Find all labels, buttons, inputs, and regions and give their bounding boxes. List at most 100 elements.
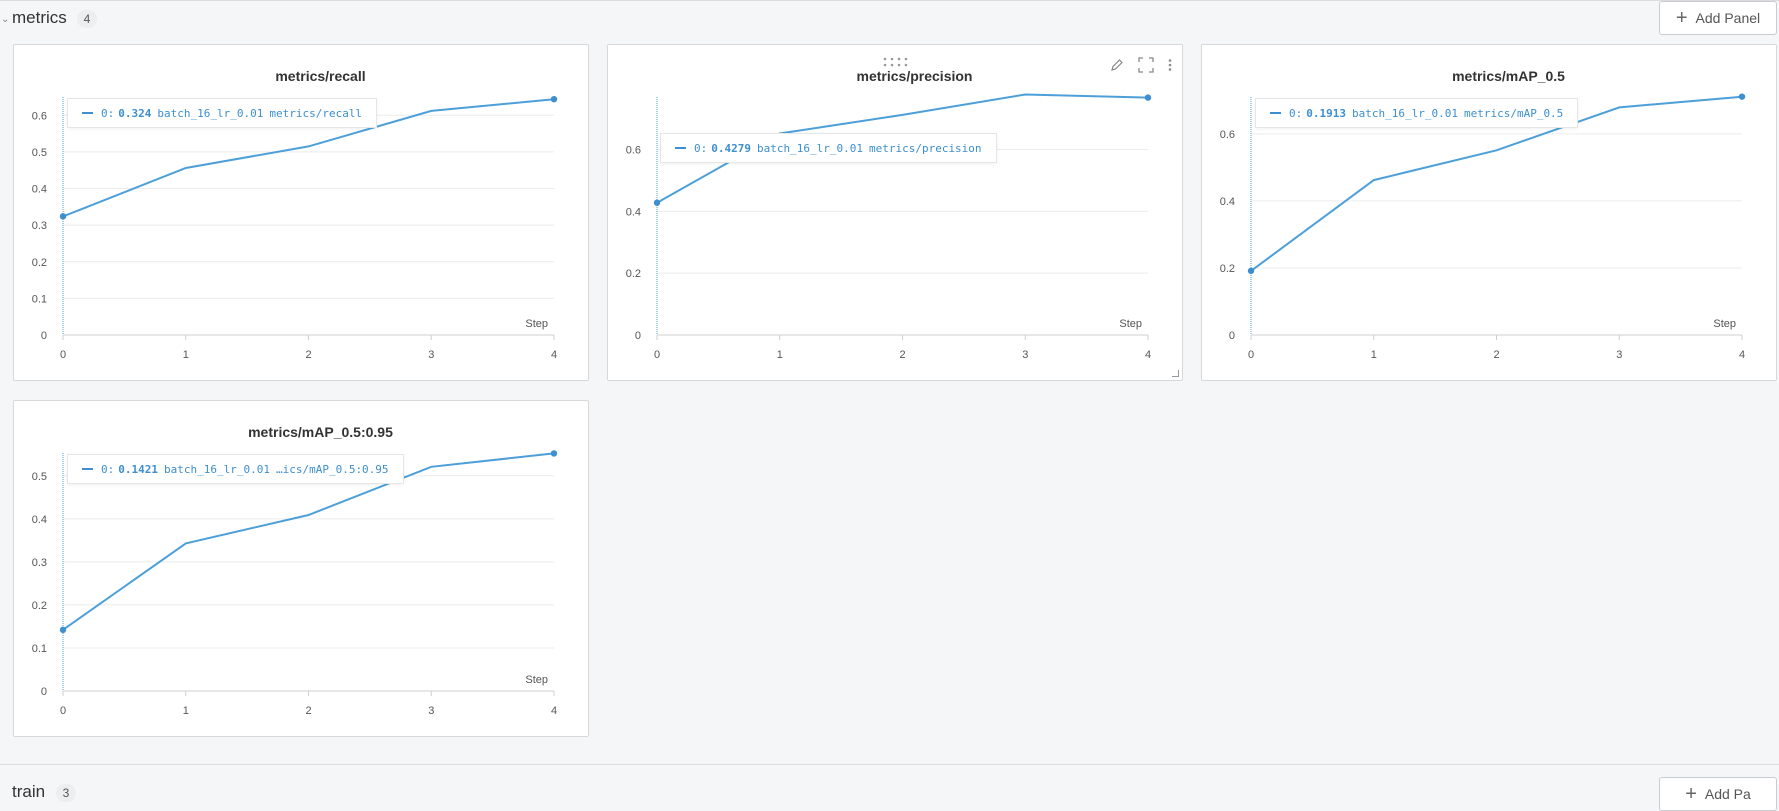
tooltip-value: 0.4279 [711,141,751,155]
y-tick-label: 0.4 [1220,196,1235,208]
hover-tooltip: 0: 0.1913 batch_16_lr_0.01 metrics/mAP_0… [1255,98,1579,128]
y-tick-label: 0 [1229,330,1235,342]
x-tick-label: 3 [428,705,434,717]
chart-panel-recall[interactable]: metrics/recall 0 0.1 0.2 0.3 0.4 0.5 0.6 0 1 2 3 4 St… [13,44,589,381]
add-panel-label: Add Panel [1695,10,1761,26]
panel-toolbar [1110,57,1172,73]
x-tick-label: 2 [899,349,905,361]
collapse-chevron-icon[interactable]: ⌄ [1,14,10,25]
section-count-badge-train: 3 [56,784,76,802]
add-panel-button[interactable]: + Add Panel [1659,1,1777,35]
line-chart: metrics/precision 0 0.2 0.4 0.6 0 1 2 3 4 Step [626,68,1152,361]
add-panel-label: Add Pa [1704,786,1751,802]
section-title[interactable]: metrics [12,8,67,27]
data-point-last [1144,94,1152,101]
tooltip-value: 0.1421 [118,462,158,476]
x-axis-label: Step [525,674,548,686]
series-swatch [82,112,93,114]
tooltip-metric: metrics/recall [269,106,363,120]
x-tick-label: 0 [1248,349,1254,361]
drag-handle-icon[interactable] [882,57,910,67]
y-tick-label: 0.1 [32,293,47,305]
x-tick-label: 2 [1493,349,1499,361]
x-tick-label: 3 [428,349,434,361]
tooltip-run: batch_16_lr_0.01 [157,106,264,120]
y-tick-label: 0.2 [32,257,47,269]
x-tick-label: 4 [1739,349,1745,361]
pencil-icon[interactable] [1110,58,1124,72]
y-tick-label: 0.2 [1220,263,1235,275]
tooltip-index: 0: [101,462,115,476]
data-point-last [550,95,558,103]
x-tick-label: 1 [183,705,189,717]
tooltip-run: batch_16_lr_0.01 [757,141,863,155]
x-tick-label: 0 [60,349,66,361]
tooltip-index: 0: [101,106,115,120]
data-point-hover [653,199,661,206]
y-tick-label: 0 [41,686,47,698]
tooltip-metric: metrics/precision [868,141,982,155]
x-tick-label: 1 [183,349,189,361]
tooltip-index: 0: [1289,106,1303,120]
chart-panel-precision[interactable]: metrics/precision 0 0.2 0.4 0.6 0 1 2 3 4 Step 0: … [607,44,1183,381]
section-count-badge: 4 [77,10,97,28]
tooltip-run: batch_16_lr_0.01 [1352,106,1458,120]
y-tick-label: 0.5 [32,471,47,483]
y-tick-label: 0.4 [32,184,47,196]
hover-tooltip: 0: 0.324 batch_16_lr_0.01 metrics/recall [67,98,378,128]
x-tick-label: 0 [654,349,660,361]
chart-panel-map05[interactable]: metrics/mAP_0.5 0 0.2 0.4 0.6 0 1 2 3 4 Step 0: 0.… [1201,44,1777,381]
kebab-menu-icon[interactable] [1168,58,1172,72]
x-axis-label: Step [1119,318,1142,330]
fullscreen-icon[interactable] [1138,57,1154,73]
chart-title: metrics/precision [857,68,973,84]
tooltip-index: 0: [694,141,708,155]
x-tick-label: 3 [1616,349,1622,361]
tooltip-value: 0.324 [118,106,152,120]
series-swatch [82,468,93,470]
y-tick-label: 0.4 [626,206,641,218]
y-tick-label: 0.4 [32,514,47,526]
chart-title: metrics/mAP_0.5 [1452,68,1565,84]
line-chart: metrics/recall 0 0.1 0.2 0.3 0.4 0.5 0.6 0 1 2 3 4 St… [32,68,558,361]
hover-tooltip: 0: 0.1421 batch_16_lr_0.01 …ics/mAP_0.5:… [67,454,404,484]
top-divider [0,0,1779,1]
chart-panel-map0595[interactable]: metrics/mAP_0.5:0.95 0 0.1 0.2 0.3 0.4 0.5 0 1 2 3… [13,400,589,737]
x-axis-label: Step [1713,318,1736,330]
y-tick-label: 0.6 [1220,129,1235,141]
plus-icon: + [1675,7,1688,29]
x-tick-label: 4 [1145,349,1151,361]
y-tick-label: 0.3 [32,557,47,569]
tooltip-metric: …ics/mAP_0.5:0.95 [275,462,389,476]
section-title-train[interactable]: train [12,782,46,801]
data-point-last [1738,93,1746,100]
data-point-last [550,450,558,457]
add-panel-button-train[interactable]: + Add Pa [1659,777,1777,811]
section-header-metrics: ⌄ metrics 4 [0,0,1779,36]
y-tick-label: 0.2 [32,600,47,612]
x-tick-label: 2 [305,349,311,361]
line-chart: metrics/mAP_0.5:0.95 0 0.1 0.2 0.3 0.4 0.5 0 1 2 3… [32,424,558,717]
section-divider [0,764,1779,765]
tooltip-run: batch_16_lr_0.01 [164,462,270,476]
series-line [62,98,555,218]
y-tick-label: 0.6 [626,145,641,157]
hover-tooltip: 0: 0.4279 batch_16_lr_0.01 metrics/preci… [660,133,997,163]
y-tick-label: 0 [41,330,47,342]
x-tick-label: 1 [777,349,783,361]
x-tick-label: 4 [551,705,557,717]
line-chart: metrics/mAP_0.5 0 0.2 0.4 0.6 0 1 2 3 4 Step [1220,68,1746,361]
x-tick-label: 0 [60,705,66,717]
x-tick-label: 4 [551,349,557,361]
x-tick-label: 2 [305,705,311,717]
x-tick-label: 1 [1371,349,1377,361]
chart-title: metrics/mAP_0.5:0.95 [248,424,393,440]
resize-handle[interactable] [1172,370,1179,377]
y-tick-label: 0.6 [32,110,47,122]
chart-title: metrics/recall [275,68,365,84]
y-tick-label: 0 [635,330,641,342]
tooltip-value: 0.1913 [1306,106,1346,120]
plus-icon: + [1685,783,1697,805]
x-axis-label: Step [525,318,548,330]
tooltip-metric: metrics/mAP_0.5 [1463,106,1564,120]
